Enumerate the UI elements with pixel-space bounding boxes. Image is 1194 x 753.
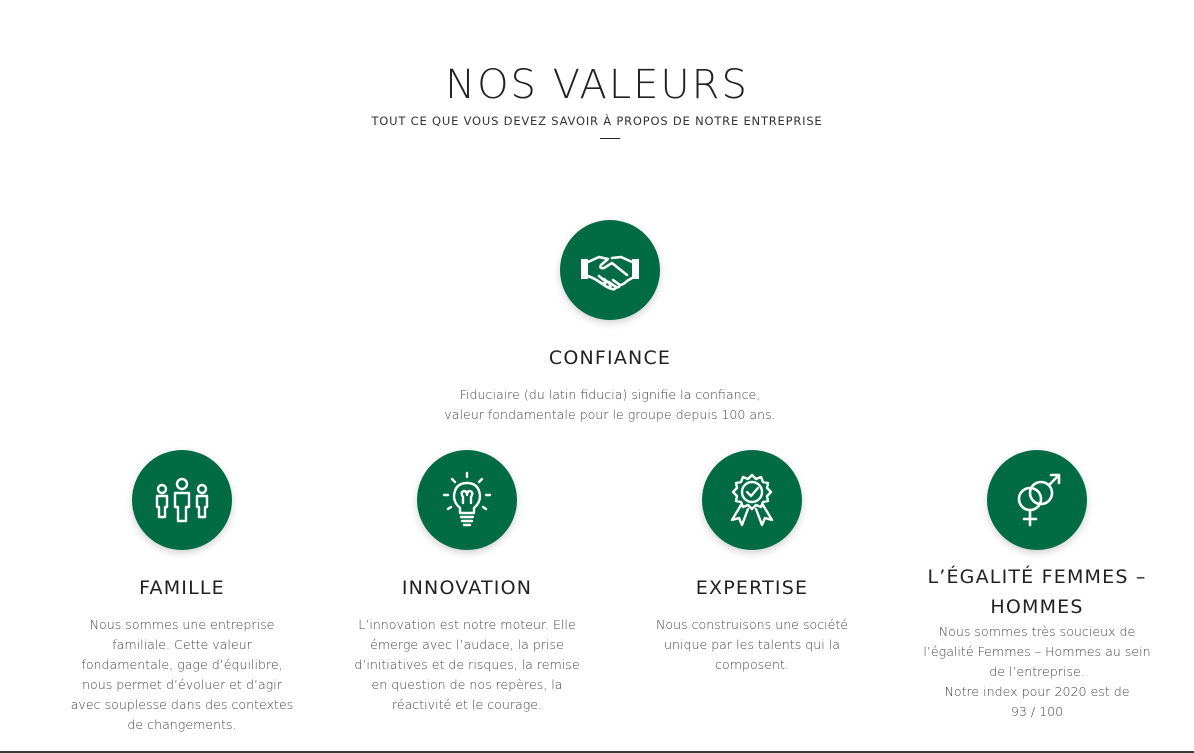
value-text-egalite: Nous sommes très soucieux de l’égalité F… [923, 624, 1151, 719]
gender-equality-icon [987, 450, 1087, 550]
bottom-border [0, 751, 1194, 753]
value-text-famille: Nous sommes une entreprise familiale. Ce… [70, 617, 294, 732]
value-title-innovation: INNOVATION [401, 577, 533, 599]
value-expertise: EXPERTISE Nous construisons une société … [632, 450, 872, 675]
value-text-innovation: L’innovation est notre moteur. Elle émer… [354, 617, 580, 712]
title-divider [600, 138, 620, 139]
value-title-confiance: CONFIANCE [548, 347, 672, 369]
value-egalite: L’ÉGALITÉ FEMMES – HOMMES Nous sommes tr… [907, 450, 1167, 722]
page-subtitle: TOUT CE QUE VOUS DEVEZ SAVOIR À PROPOS D… [371, 114, 823, 128]
value-text-expertise: Nous construisons une société unique par… [655, 617, 849, 672]
value-innovation: INNOVATION L’innovation est notre moteur… [347, 450, 587, 715]
value-text-confiance: Fiduciaire (du latin fiducia) signifie l… [444, 387, 776, 422]
value-famille: FAMILLE Nous sommes une entreprise famil… [62, 450, 302, 735]
award-badge-icon [702, 450, 802, 550]
value-title-famille: FAMILLE [139, 577, 225, 599]
value-title-expertise: EXPERTISE [695, 577, 809, 599]
page-title: NOS VALEURS [445, 62, 749, 108]
lightbulb-icon [417, 450, 517, 550]
handshake-icon [560, 220, 660, 320]
family-icon [132, 450, 232, 550]
value-title-egalite: L’ÉGALITÉ FEMMES – HOMMES [927, 566, 1147, 618]
value-confiance: CONFIANCE Fiduciaire (du latin fiducia) … [410, 220, 810, 425]
